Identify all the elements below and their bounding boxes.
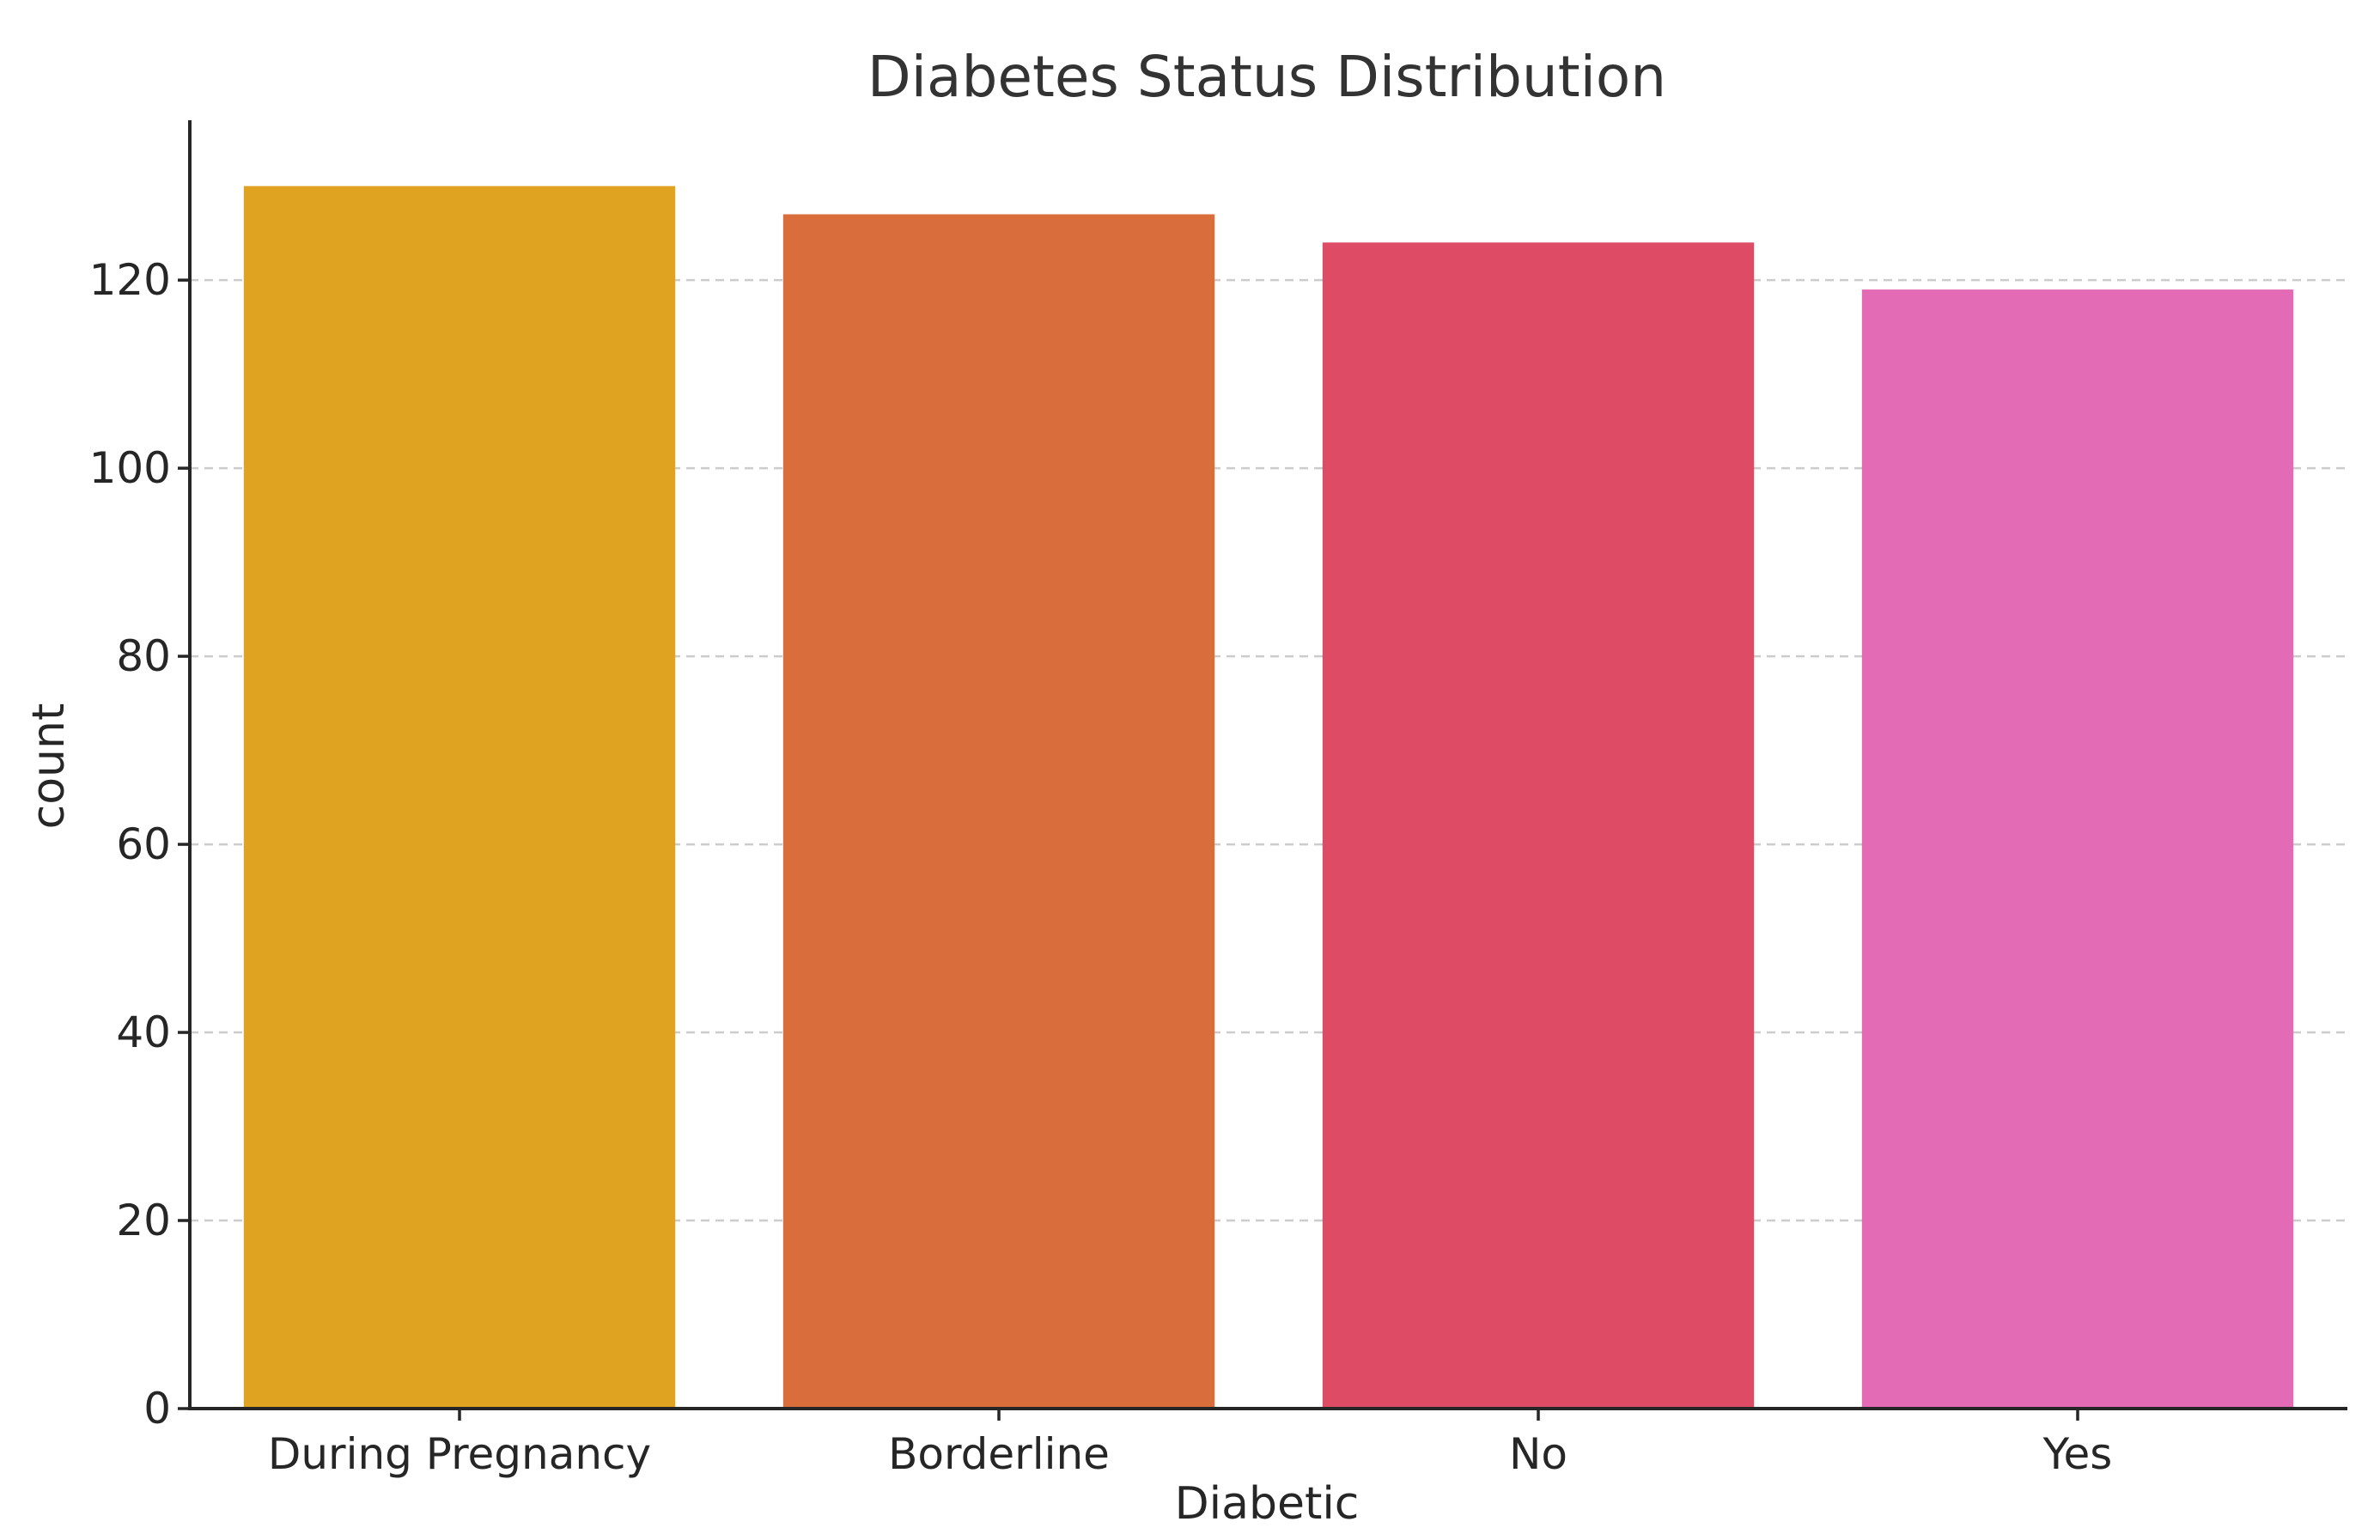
bar	[1861, 289, 2294, 1409]
y-tick-label: 120	[89, 255, 171, 305]
bar	[1322, 242, 1755, 1409]
y-axis-label: count	[23, 703, 75, 830]
x-tick-label: Yes	[2042, 1429, 2113, 1479]
y-tick-label: 20	[116, 1196, 171, 1245]
x-axis-label: Diabetic	[1175, 1478, 1360, 1530]
x-tick-label: Borderline	[888, 1429, 1110, 1479]
y-tick-label: 40	[116, 1007, 171, 1057]
chart-title: Diabetes Status Distribution	[867, 44, 1666, 110]
bar	[243, 186, 676, 1409]
y-axis: 0 20 40 60 80 100 120	[89, 255, 190, 1433]
y-tick-label: 100	[89, 443, 171, 493]
x-axis: During Pregnancy Borderline No Yes	[268, 1409, 2113, 1479]
y-tick-label: 0	[143, 1384, 171, 1433]
x-tick-label: No	[1509, 1429, 1567, 1479]
x-tick-label: During Pregnancy	[268, 1429, 651, 1479]
y-tick-label: 60	[116, 819, 171, 869]
bar	[782, 214, 1215, 1409]
bars	[243, 186, 2294, 1409]
y-tick-label: 80	[116, 631, 171, 681]
